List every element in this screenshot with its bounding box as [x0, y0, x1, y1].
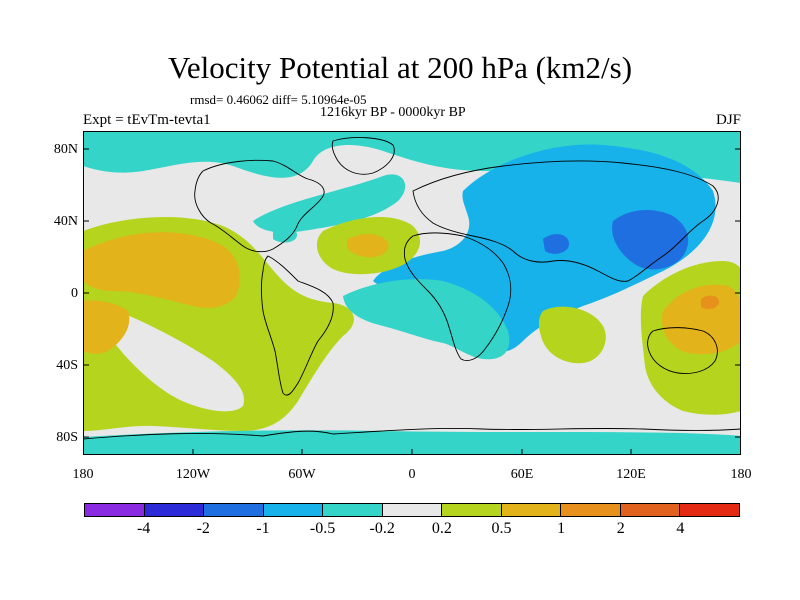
field-teal-indian-ocean — [343, 279, 510, 360]
coastline-africa — [403, 232, 512, 361]
colorbar-segment — [561, 504, 621, 516]
map-svg — [82, 131, 742, 455]
field-grey-south-pacific — [107, 309, 244, 412]
colorbar-segment — [620, 504, 681, 516]
field-teal-antarctic — [83, 430, 741, 455]
stats-text: rmsd= 0.46062 diff= 5.10964e-05 — [190, 92, 367, 107]
field-blue-blob — [543, 234, 570, 254]
colorbar-segment — [382, 504, 443, 516]
colorbar-label: -0.2 — [369, 520, 395, 537]
coastline-greenland — [331, 137, 395, 175]
coastline-australia — [647, 327, 718, 374]
colorbar-segment — [85, 504, 145, 516]
colorbar-label: 0.5 — [491, 520, 512, 537]
colorbar-label: -4 — [136, 520, 151, 537]
field-green-indian-ocean — [538, 306, 606, 364]
colorbar-label: 0.2 — [431, 520, 452, 537]
x-tick-label: 180 — [72, 467, 94, 482]
tick-marks — [83, 148, 741, 455]
y-tick-label: 0 — [71, 286, 78, 301]
colorbar-segment — [501, 504, 562, 516]
colorbar-label: 4 — [676, 520, 685, 537]
x-tick-label: 0 — [408, 467, 416, 482]
field-blue-eastasia — [612, 209, 689, 270]
x-tick-label: 60E — [510, 467, 534, 482]
colorbar-segment — [680, 504, 740, 516]
x-tick-label: 60W — [288, 467, 316, 482]
colorbar-segment — [263, 504, 324, 516]
colorbar-segment — [442, 504, 502, 516]
map-panel — [82, 131, 742, 455]
x-tick-label: 120W — [175, 467, 211, 482]
period-text: 1216kyr BP - 0000kyr BP — [320, 105, 466, 120]
field-orange-australia — [661, 284, 741, 355]
colorbar-segment — [204, 504, 264, 516]
coastline-antarctica — [82, 427, 742, 440]
colorbar — [84, 503, 740, 517]
colorbar-label: 2 — [616, 520, 625, 537]
field-darkorange-core — [701, 295, 719, 310]
colorbar-segment — [144, 504, 205, 516]
coastlines — [82, 137, 742, 440]
coastline-north-america — [194, 159, 325, 253]
x-tick-label: 180 — [730, 467, 752, 482]
y-tick-label: 40N — [53, 214, 78, 229]
colorbar-segment — [323, 504, 383, 516]
field-teal-blob — [273, 227, 297, 243]
field-orange-atlantic — [346, 234, 389, 258]
field-teal-north-atlantic — [253, 174, 406, 233]
colorbar-label: -2 — [196, 520, 210, 537]
y-tick-label: 80S — [56, 430, 78, 445]
season-label: DJF — [715, 112, 741, 128]
y-tick-label: 40S — [56, 358, 78, 373]
figure-title: Velocity Potential at 200 hPa (km2/s) — [167, 50, 633, 85]
x-tick-label: 120E — [616, 467, 646, 482]
y-tick-label: 80N — [53, 142, 78, 157]
colorbar-label: -0.5 — [309, 520, 336, 537]
colorbar-label: 1 — [557, 520, 566, 537]
field-orange-pacific — [83, 232, 240, 308]
field-orange-pacific-south — [83, 300, 130, 354]
coastline-eurasia — [412, 160, 719, 282]
coastline-south-america — [261, 255, 334, 396]
experiment-label: Expt = tEvTm-tevta1 — [83, 112, 211, 128]
colorbar-label: -1 — [256, 520, 270, 537]
